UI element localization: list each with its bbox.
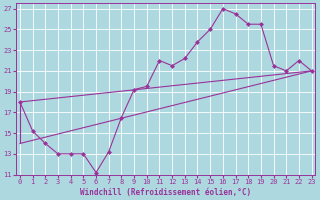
X-axis label: Windchill (Refroidissement éolien,°C): Windchill (Refroidissement éolien,°C) [80, 188, 251, 197]
